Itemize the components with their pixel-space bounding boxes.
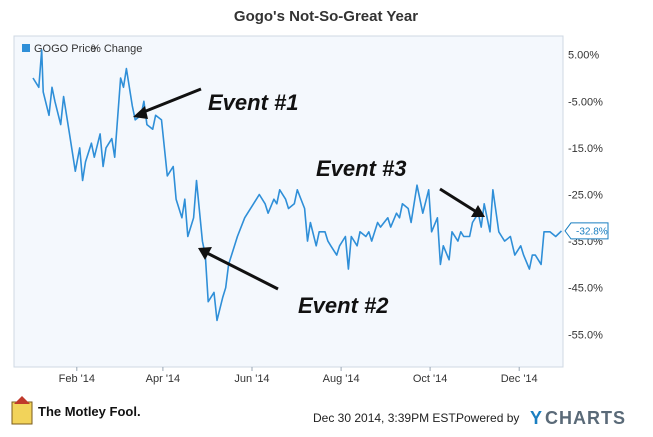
last-value-marker: -32.8% bbox=[564, 222, 609, 240]
plot-area bbox=[13, 35, 564, 368]
x-tick-label: Oct '14 bbox=[413, 373, 448, 385]
legend-item-change: % Change bbox=[91, 43, 142, 55]
x-tick-label: Apr '14 bbox=[146, 373, 181, 385]
event-1: Event #1 bbox=[133, 87, 299, 119]
x-tick-label: Feb '14 bbox=[59, 373, 95, 385]
x-tick-label: Jun '14 bbox=[234, 373, 269, 385]
legend-swatch bbox=[22, 44, 30, 52]
y-tick-label: -55.0% bbox=[568, 329, 603, 341]
y-tick-label: -45.0% bbox=[568, 283, 603, 295]
event-1-arrowhead bbox=[133, 106, 148, 119]
event-2: Event #2 bbox=[198, 247, 389, 318]
last-value-box bbox=[564, 222, 609, 240]
y-tick-label: -5.00% bbox=[568, 96, 603, 108]
ycharts-logo-y: Y bbox=[530, 408, 542, 428]
event-1-arrow bbox=[140, 87, 202, 115]
event-2-arrow bbox=[206, 251, 279, 291]
y-tick-label: 5.00% bbox=[568, 50, 599, 62]
legend-item-price: GOGO Price bbox=[34, 43, 96, 55]
x-axis: Feb '14 Apr '14 Jun '14 Aug '14 Oct '14 Dec '… bbox=[59, 367, 538, 385]
event-2-arrowhead bbox=[198, 247, 212, 260]
event-2-label: Event #2 bbox=[298, 293, 389, 318]
x-tick-label: Aug '14 bbox=[323, 373, 360, 385]
jester-hat-icon bbox=[14, 396, 30, 404]
motley-fool-logo: The Motley Fool. bbox=[11, 396, 141, 425]
event-3: Event #3 bbox=[316, 156, 485, 217]
y-axis: 5.00%-5.00%-15.0%-25.0%-35.0%-45.0%-55.0… bbox=[568, 50, 603, 342]
series-line-gogo bbox=[32, 49, 563, 322]
event-3-arrowhead bbox=[471, 205, 485, 217]
y-tick-label: -15.0% bbox=[568, 143, 603, 155]
event-3-label: Event #3 bbox=[316, 156, 407, 181]
ycharts-logo-text: CHARTS bbox=[545, 408, 626, 428]
powered-by: Powered by bbox=[456, 411, 519, 425]
last-value-label: -32.8% bbox=[576, 226, 608, 237]
x-tick-label: Dec '14 bbox=[501, 373, 538, 385]
event-3-arrow bbox=[439, 187, 476, 213]
event-1-label: Event #1 bbox=[208, 90, 299, 115]
y-tick-label: -25.0% bbox=[568, 190, 603, 202]
timestamp: Dec 30 2014, 3:39PM EST. bbox=[313, 411, 458, 425]
jester-icon bbox=[11, 401, 33, 425]
legend: GOGO Price % Change bbox=[22, 43, 142, 55]
brand-text: The Motley Fool. bbox=[38, 404, 141, 419]
chart-title: Gogo's Not-So-Great Year bbox=[234, 8, 418, 25]
